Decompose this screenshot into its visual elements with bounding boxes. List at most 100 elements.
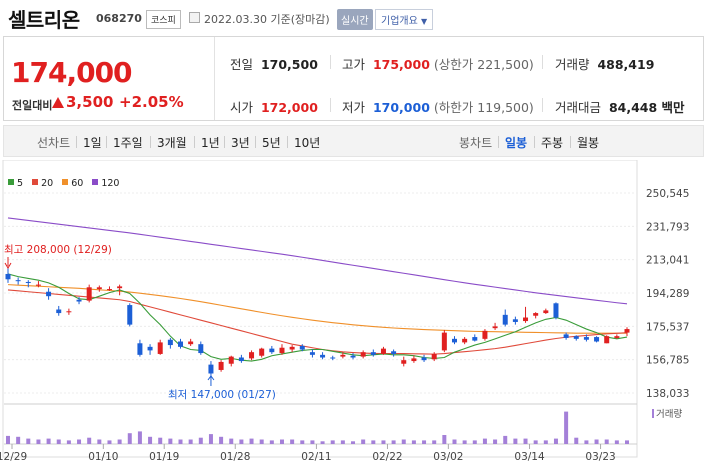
volume-bar <box>574 437 579 444</box>
candle-body <box>269 348 275 353</box>
candle-body <box>482 330 488 339</box>
low-arrow-head <box>207 375 215 381</box>
chevron-down-icon: ▼ <box>421 17 428 26</box>
candle-body <box>46 291 52 297</box>
stock-name: 셀트리온 <box>8 8 80 32</box>
company-overview-dropdown[interactable]: 기업개요 ▼ <box>375 9 434 30</box>
period-3m[interactable]: 3개월 <box>157 136 187 150</box>
volume-bar <box>340 440 345 444</box>
chart-frame <box>2 160 638 458</box>
candle-body <box>188 341 194 345</box>
period-1w[interactable]: 1주일 <box>113 136 143 150</box>
low-label: 저가 <box>342 100 366 115</box>
candle-body <box>523 317 529 322</box>
volume-bar <box>503 435 508 444</box>
legend-label: 60 <box>71 178 84 189</box>
candle-body <box>583 337 589 340</box>
candle-body <box>320 354 326 358</box>
candle-body <box>492 326 498 329</box>
candle-daily[interactable]: 일봉 <box>505 136 528 150</box>
low-note: 최저 147,000 (01/27) <box>168 389 276 401</box>
candle-body <box>391 351 397 354</box>
period-1y[interactable]: 1년 <box>201 136 220 150</box>
y-tick-label: 231,793 <box>646 221 689 233</box>
candle-body <box>624 329 630 333</box>
candle-body <box>66 311 72 313</box>
volume-bar <box>97 439 102 444</box>
volume-bar <box>259 439 264 444</box>
candle-body <box>462 338 468 343</box>
candle-body <box>35 284 41 286</box>
volume-bar <box>137 431 142 444</box>
volume-bar <box>219 436 224 444</box>
period-10y[interactable]: 10년 <box>294 136 321 150</box>
volume-bar <box>117 439 122 444</box>
divider <box>150 136 151 148</box>
volume-bar <box>584 440 589 444</box>
legend-ma20: 20 <box>32 178 53 189</box>
high-arrow-head <box>4 262 12 269</box>
y-tick-label: 175,537 <box>646 321 689 333</box>
period-1d[interactable]: 1일 <box>83 136 102 150</box>
volume-bar <box>553 438 558 444</box>
volume-bar <box>330 440 335 444</box>
high-label: 고가 <box>342 57 366 72</box>
volume-bar <box>533 440 538 444</box>
legend-ma60: 60 <box>62 178 83 189</box>
change-label: 전일대비 <box>12 99 53 112</box>
divider <box>570 136 571 148</box>
volume-bar <box>361 439 366 444</box>
candle-weekly[interactable]: 주봉 <box>541 136 564 150</box>
x-tick-label: 03/23 <box>585 451 615 463</box>
open-price: 시가 172,000 <box>230 97 318 116</box>
candle-body <box>208 364 214 374</box>
volume-bar <box>432 440 437 444</box>
candle-body <box>117 286 123 289</box>
divider <box>330 55 331 69</box>
legend-ma120: 120 <box>92 178 119 189</box>
candle-body <box>350 355 356 358</box>
volume-label: 거래량 <box>656 408 682 420</box>
candle-body <box>218 361 224 370</box>
realtime-button[interactable]: 실시간 <box>337 9 373 30</box>
divider <box>542 98 543 112</box>
volume-bar <box>300 440 305 444</box>
volume-bar <box>351 441 356 444</box>
divider <box>498 136 499 148</box>
volume-bar <box>46 438 51 444</box>
period-5y[interactable]: 5년 <box>262 136 281 150</box>
volume-bar <box>472 440 477 444</box>
candle-body <box>604 336 610 344</box>
ma5-line <box>7 273 628 362</box>
divider <box>194 136 195 148</box>
period-toolbar: 선차트 1일 1주일 3개월 1년 3년 5년 10년 봉차트 일봉 주봉 월봉 <box>3 125 704 157</box>
volume-bar <box>310 440 315 444</box>
volume-bar <box>543 440 548 444</box>
y-tick-label: 213,041 <box>646 255 689 267</box>
candle-chart-button[interactable]: 봉차트 <box>459 136 493 150</box>
divider <box>255 136 256 148</box>
candle-body <box>380 348 386 354</box>
change-amount-value: 3,500 <box>66 93 114 111</box>
legend-swatch <box>32 179 39 185</box>
candle-body <box>76 299 82 302</box>
volume-bar <box>625 440 629 444</box>
volume-bar <box>6 435 10 444</box>
candle-monthly[interactable]: 월봉 <box>577 136 600 150</box>
candle-body <box>573 336 579 339</box>
candle-body <box>147 346 153 351</box>
divider <box>534 136 535 148</box>
volume-bar <box>523 438 528 444</box>
price-chart[interactable]: 250,545 231,793 213,041 194,289 175,537 156,7… <box>0 160 707 469</box>
candle-body <box>360 352 366 357</box>
line-chart-button[interactable]: 선차트 <box>37 136 71 150</box>
change-percent: +2.05% <box>119 93 184 111</box>
amount-label: 거래대금 <box>555 100 602 115</box>
current-price: 174,000 <box>11 56 133 89</box>
candle-body <box>249 352 255 359</box>
candle-body <box>512 319 518 322</box>
change-amount: 3,500 <box>52 93 113 111</box>
volume-bar <box>411 440 416 444</box>
legend-label: 20 <box>41 178 54 189</box>
period-3y[interactable]: 3년 <box>231 136 250 150</box>
